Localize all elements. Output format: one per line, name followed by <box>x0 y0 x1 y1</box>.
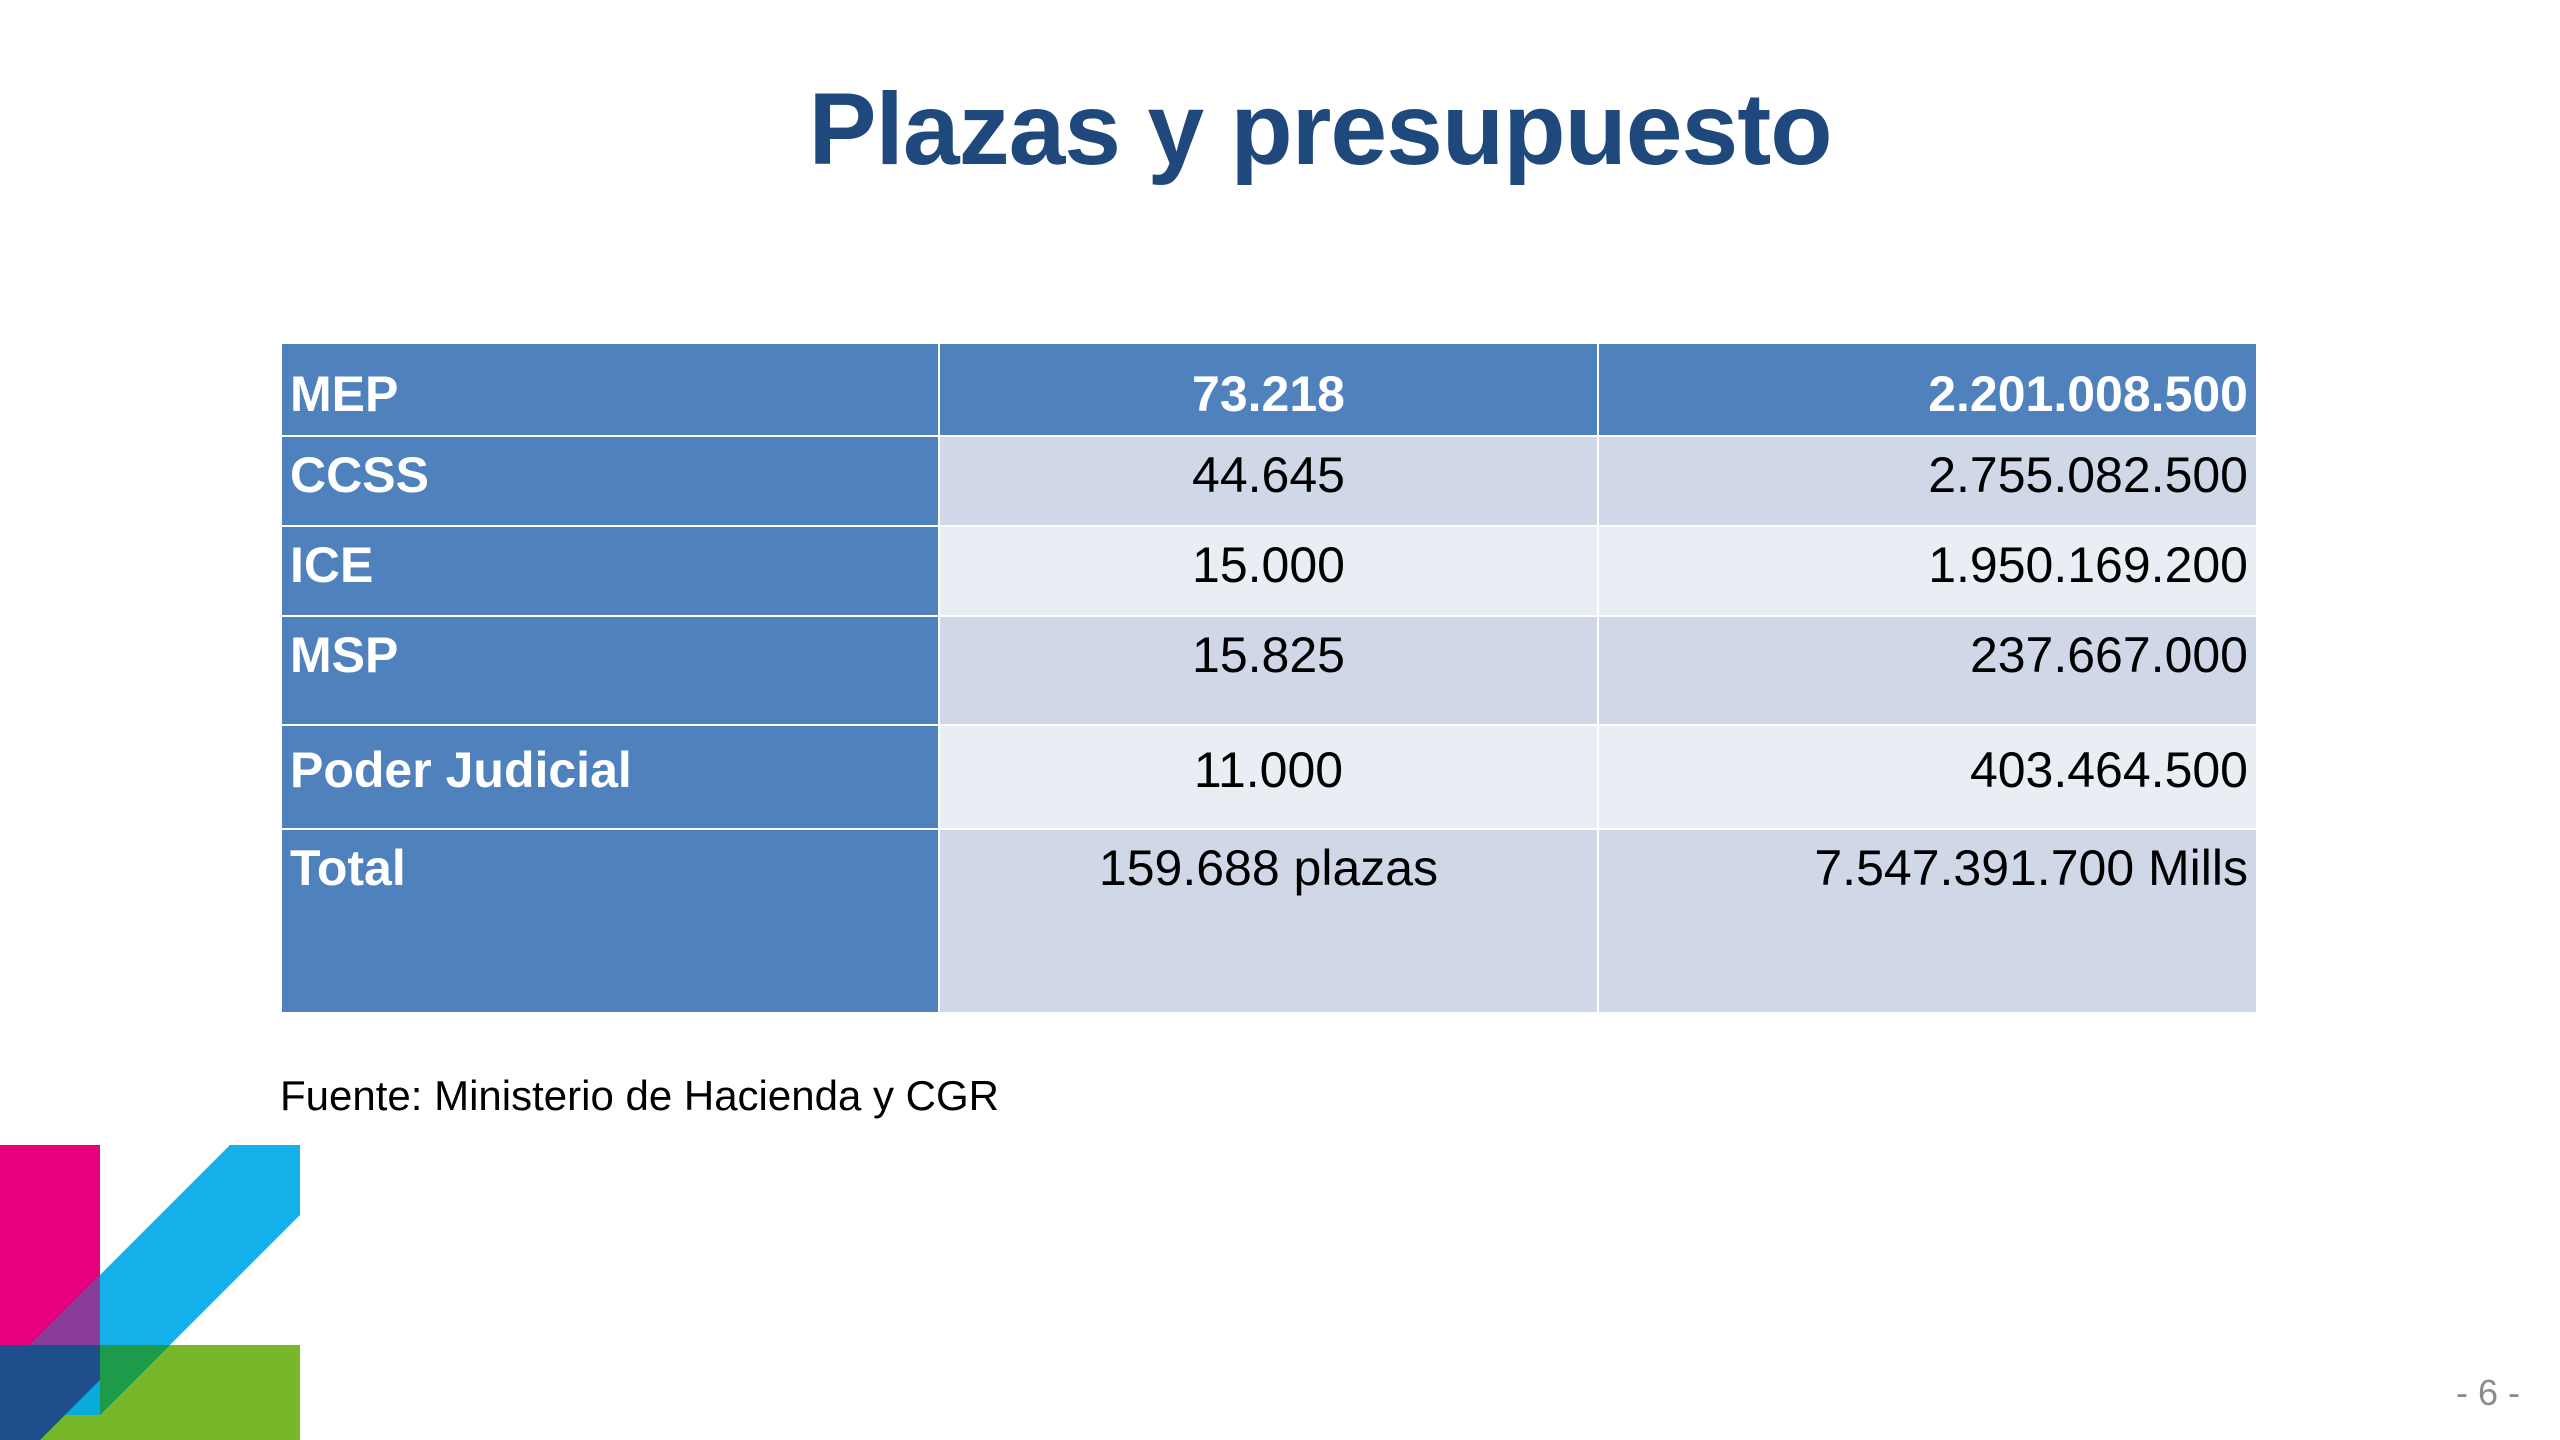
row-plazas: 159.688 plazas <box>938 828 1599 1014</box>
row-name: CCSS <box>280 435 940 527</box>
table-row-ccss: CCSS 44.645 2.755.082.500 <box>280 435 2258 527</box>
row-plazas: 11.000 <box>938 724 1599 830</box>
row-name: Total <box>280 828 940 1014</box>
page-number: - 6 - <box>2455 1372 2520 1413</box>
source-note: Fuente: Ministerio de Hacienda y CGR <box>280 1072 999 1119</box>
row-plazas: 73.218 <box>938 342 1599 437</box>
row-name: Poder Judicial <box>280 724 940 830</box>
slide-title: Plazas y presupuesto <box>808 72 1832 186</box>
table-row-total: Total 159.688 plazas 7.547.391.700 Mills <box>280 828 2258 1014</box>
table-row-poder-judicial: Poder Judicial 11.000 403.464.500 <box>280 724 2258 830</box>
row-plazas: 15.000 <box>938 525 1599 617</box>
budget-table: MEP 73.218 2.201.008.500 CCSS 44.645 2.7… <box>280 342 2258 1014</box>
row-name: ICE <box>280 525 940 617</box>
row-budget: 403.464.500 <box>1597 724 2258 830</box>
table-row-msp: MSP 15.825 237.667.000 <box>280 615 2258 726</box>
table-row-ice: ICE 15.000 1.950.169.200 <box>280 525 2258 617</box>
row-budget: 1.950.169.200 <box>1597 525 2258 617</box>
row-budget: 2.201.008.500 <box>1597 342 2258 437</box>
row-plazas: 15.825 <box>938 615 1599 726</box>
row-budget: 237.667.000 <box>1597 615 2258 726</box>
row-plazas: 44.645 <box>938 435 1599 527</box>
row-name: MEP <box>280 342 940 437</box>
row-budget: 2.755.082.500 <box>1597 435 2258 527</box>
row-budget: 7.547.391.700 Mills <box>1597 828 2258 1014</box>
institutional-logo-icon <box>0 1145 300 1440</box>
table-row-mep: MEP 73.218 2.201.008.500 <box>280 342 2258 437</box>
row-name: MSP <box>280 615 940 726</box>
